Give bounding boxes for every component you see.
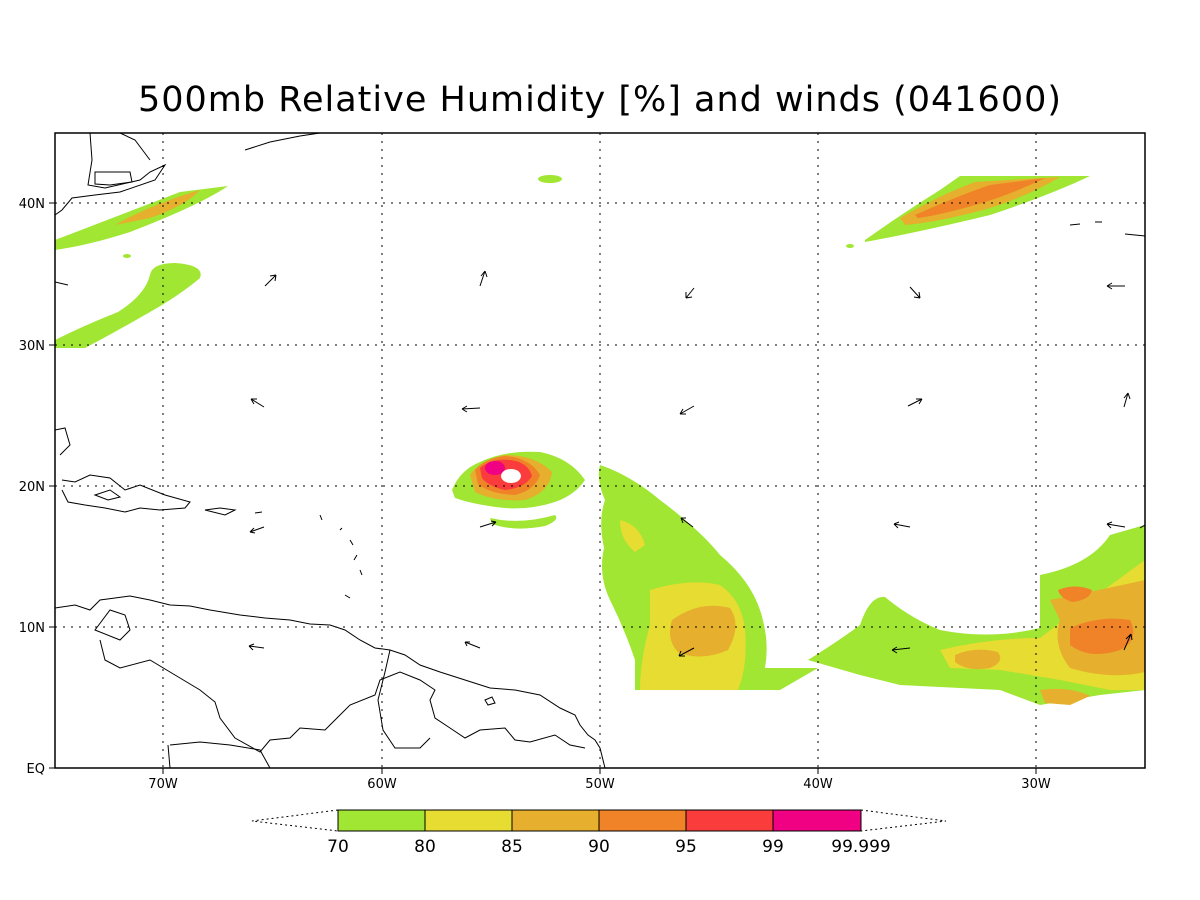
colorbar-label: 70 [327,837,349,857]
colorbar-swatch [772,809,862,832]
lon-label: 70W [148,777,178,792]
colorbar-label: 99 [762,837,784,857]
lat-label: 10N [19,621,45,636]
colorbar-swatch [424,809,513,832]
colorbar-label: 90 [588,837,610,857]
lon-axis: 70W 60W 50W 40W 30W [148,768,1051,792]
lon-label: 50W [585,777,615,792]
lat-label: 20N [19,480,45,495]
humidity-band-northwest [55,175,562,348]
humidity-field [55,175,1145,705]
lat-label: 40N [19,197,45,212]
colorbar-swatch [685,809,774,832]
colorbar-left-triangle [251,809,339,832]
humidity-band-northeast [846,176,1090,248]
lon-label: 40W [803,777,833,792]
colorbar-label: 80 [414,837,436,857]
lat-label: 30N [19,339,45,354]
colorbar-label: 99.999 [831,837,890,857]
colorbar-swatch [598,809,687,832]
lon-label: 60W [367,777,397,792]
lat-axis: 40N 30N 20N 10N EQ [19,197,55,777]
lon-label: 30W [1021,777,1051,792]
map-title: 500mb Relative Humidity [%] and winds (0… [137,80,1063,120]
colorbar-swatch [511,809,600,832]
colorbar-right-triangle [860,809,947,832]
graticule [55,133,1145,768]
humidity-band-southeast [808,525,1145,705]
colorbar-swatch [337,809,426,832]
colorbar-label: 85 [501,837,523,857]
humidity-hurricane [452,451,585,529]
humidity-tongue-central [598,465,818,690]
wind-vectors [248,270,1133,657]
coastlines [55,133,1145,768]
lat-label: EQ [27,762,45,777]
colorbar-label: 95 [675,837,697,857]
colorbar: 70 80 85 90 95 99 99.999 [251,809,947,857]
